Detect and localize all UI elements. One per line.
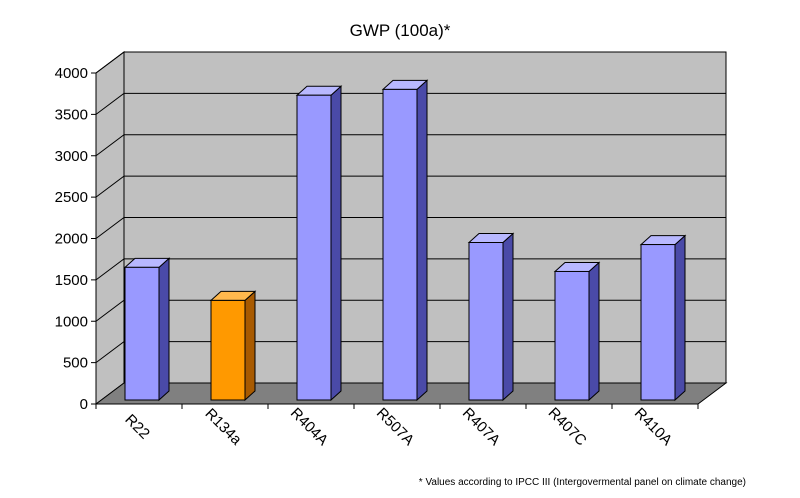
y-tick-label: 2500 [55, 189, 88, 206]
y-tick-label: 1500 [55, 272, 88, 289]
x-tick-label: R407A [459, 405, 503, 449]
bars [123, 79, 687, 402]
bar-side [330, 85, 342, 402]
x-axis-labels: R22 R134a R404A R507A R407A R407C R410A [95, 404, 699, 449]
bar-front [468, 242, 504, 401]
bar-front [382, 88, 418, 401]
x-tick-label: R404A [287, 405, 331, 449]
bar-front [210, 299, 246, 401]
bar-front [554, 270, 590, 401]
y-axis: 0 500 1000 1500 2000 2500 3000 3500 4000 [55, 65, 698, 413]
bar-side [502, 232, 514, 402]
gridline [95, 51, 726, 74]
x-tick-label: R22 [121, 411, 152, 442]
bar-R134a [209, 290, 257, 402]
gridline [95, 258, 726, 281]
bar-side [588, 261, 600, 402]
bar-R22 [123, 257, 171, 402]
gridline [95, 299, 726, 322]
bar-R404A [295, 85, 343, 402]
chart-title: GWP (100a)* [350, 21, 451, 40]
y-tick-label: 4000 [55, 65, 88, 82]
bar-side [674, 234, 686, 402]
bar-R410A [639, 234, 687, 402]
x-tick-label: R507A [373, 405, 417, 449]
bar-side [416, 79, 428, 402]
bar-front [640, 244, 676, 401]
gridline [95, 175, 726, 198]
x-tick-label: R410A [631, 405, 675, 449]
y-tick-label: 2000 [55, 231, 88, 248]
bar-R407C [553, 261, 601, 402]
footnote: * Values according to IPCC III (Intergov… [419, 477, 746, 488]
gridline [95, 134, 726, 157]
y-tick-label: 0 [80, 396, 88, 413]
gridline [95, 341, 726, 364]
gridline [95, 92, 726, 115]
x-tick-label: R407C [545, 404, 590, 449]
bar-front [296, 94, 332, 401]
y-tick-label: 500 [63, 355, 88, 372]
bar-front [124, 266, 160, 401]
bar-side [158, 257, 170, 402]
x-tick-label: R134a [202, 405, 246, 449]
bar-side [244, 290, 256, 402]
bar-R407A [467, 232, 515, 402]
gridline [95, 217, 726, 239]
y-tick-label: 1000 [55, 313, 88, 330]
y-tick-label: 3500 [55, 106, 88, 123]
bar-R507A [381, 79, 429, 402]
y-tick-label: 3000 [55, 148, 88, 165]
